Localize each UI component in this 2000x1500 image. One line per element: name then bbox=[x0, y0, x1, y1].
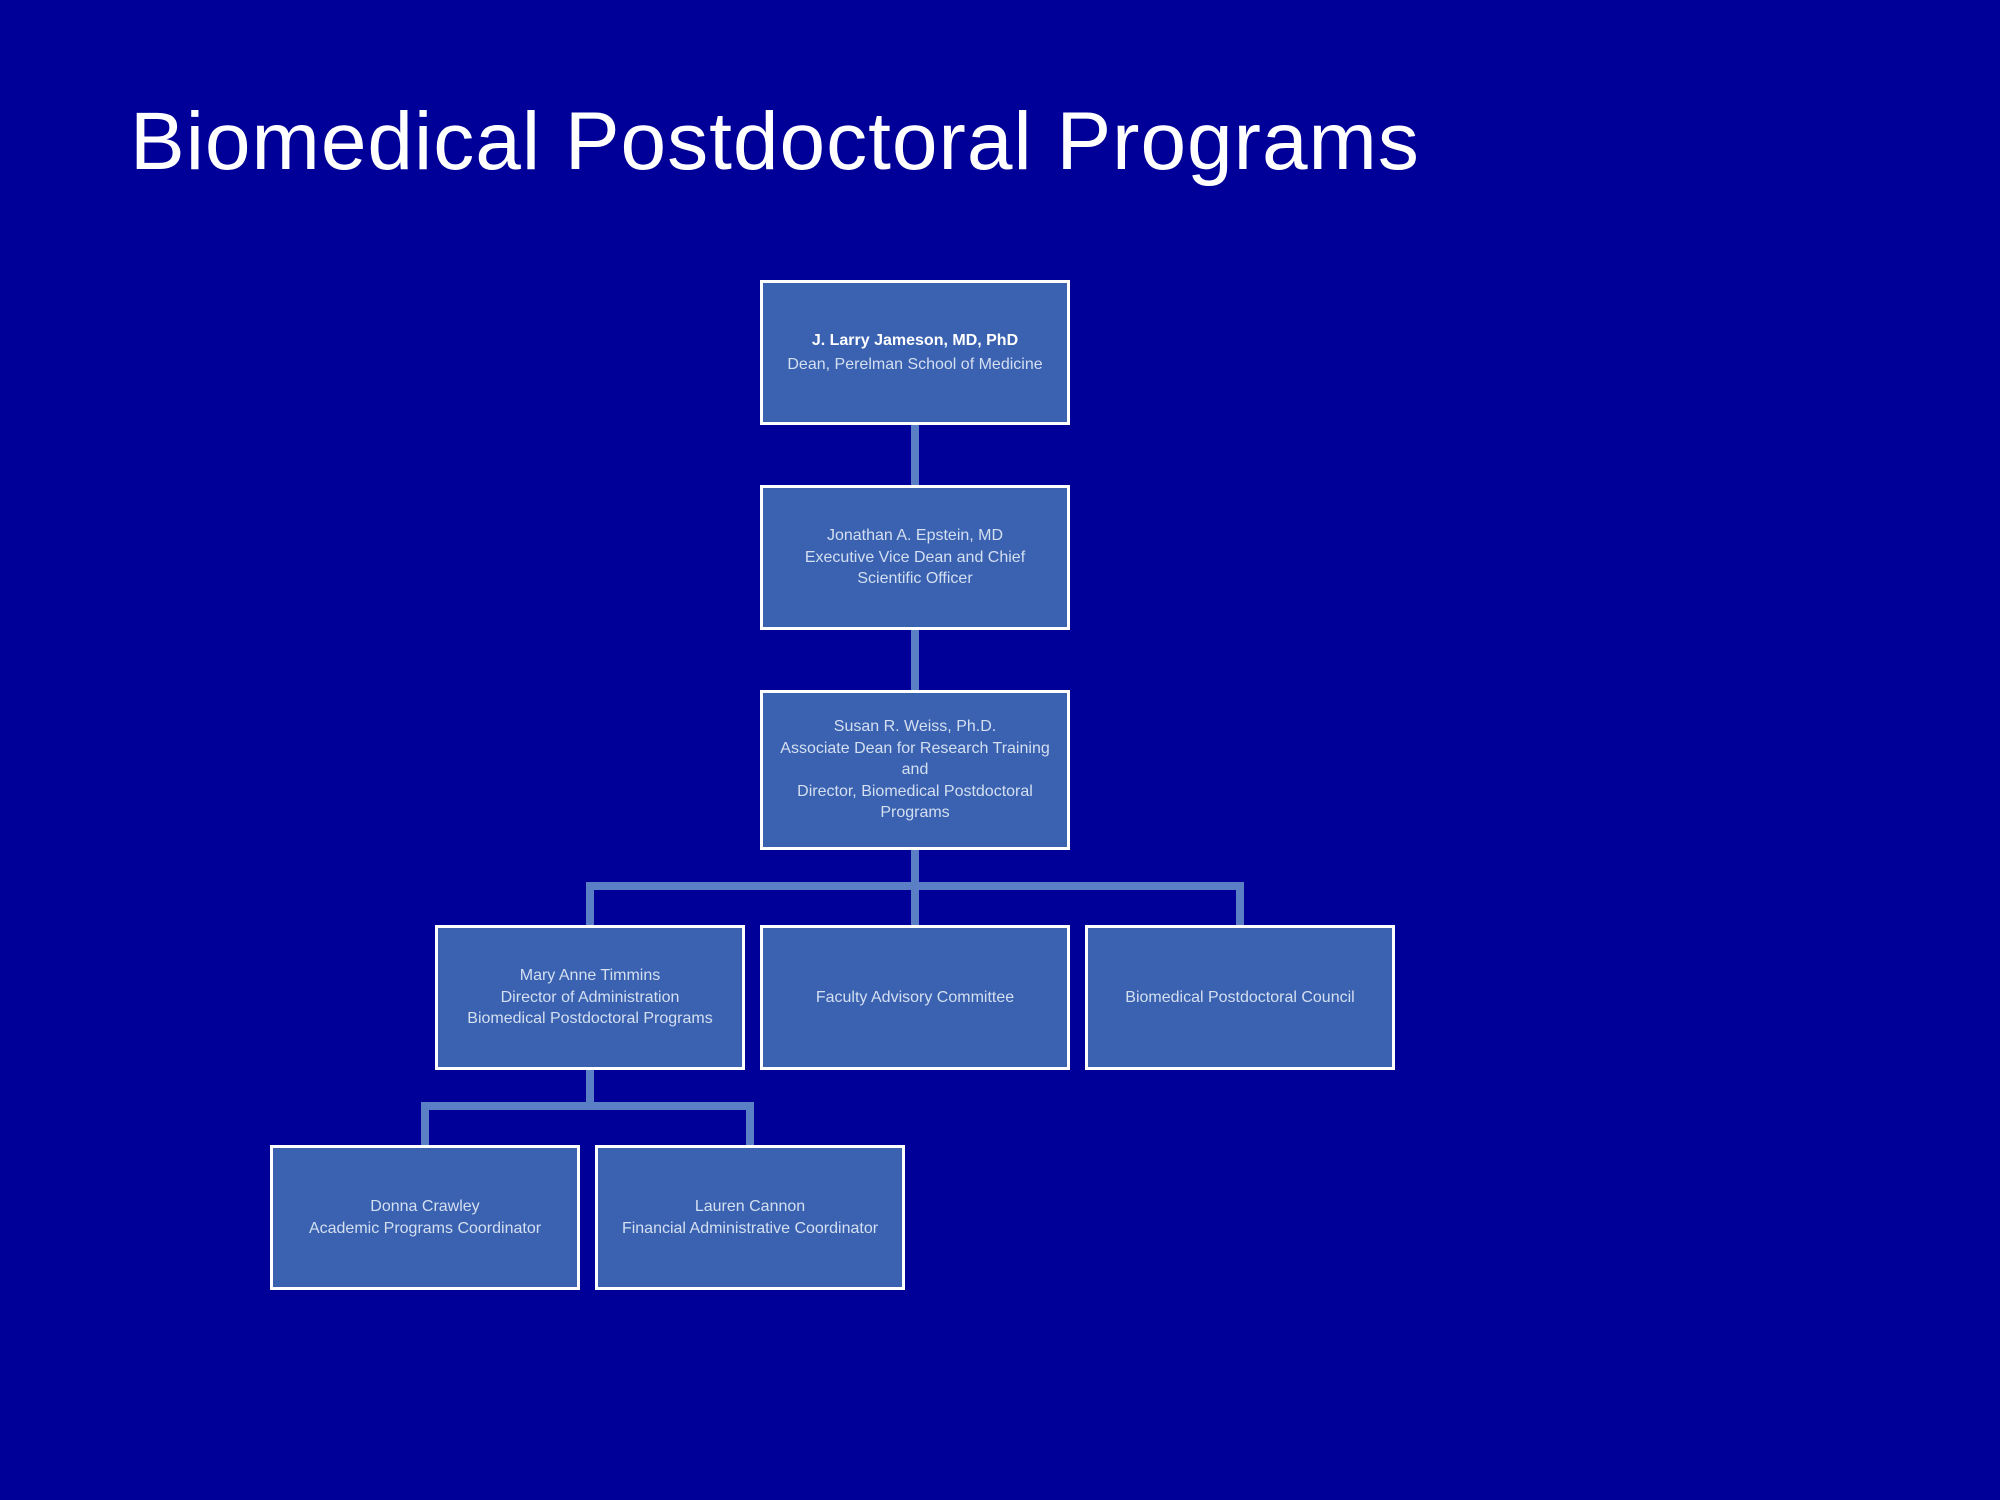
connector bbox=[1236, 882, 1244, 925]
connector bbox=[746, 1102, 754, 1145]
connector bbox=[911, 882, 919, 925]
node-evd: Jonathan A. Epstein, MD Executive Vice D… bbox=[760, 485, 1070, 630]
node-role: Academic Programs Coordinator bbox=[309, 1218, 541, 1240]
node-role: and bbox=[902, 759, 929, 781]
node-role: Dean, Perelman School of Medicine bbox=[787, 354, 1042, 376]
page-title: Biomedical Postdoctoral Programs bbox=[130, 95, 1420, 189]
connector bbox=[421, 1102, 429, 1145]
node-name: Susan R. Weiss, Ph.D. bbox=[834, 716, 996, 738]
node-name: Lauren Cannon bbox=[695, 1196, 805, 1218]
connector bbox=[421, 1102, 754, 1110]
node-role: Director, Biomedical Postdoctoral Progra… bbox=[771, 781, 1059, 824]
node-faculty-advisory: Faculty Advisory Committee bbox=[760, 925, 1070, 1070]
node-name: Mary Anne Timmins bbox=[520, 965, 660, 987]
node-assoc-dean: Susan R. Weiss, Ph.D. Associate Dean for… bbox=[760, 690, 1070, 850]
node-name: Jonathan A. Epstein, MD bbox=[827, 525, 1003, 547]
node-role: Director of Administration bbox=[501, 987, 680, 1009]
node-dean: J. Larry Jameson, MD, PhD Dean, Perelman… bbox=[760, 280, 1070, 425]
node-admin-dir: Mary Anne Timmins Director of Administra… bbox=[435, 925, 745, 1070]
node-role: Executive Vice Dean and Chief Scientific… bbox=[771, 547, 1059, 590]
node-council: Biomedical Postdoctoral Council bbox=[1085, 925, 1395, 1070]
node-label: Biomedical Postdoctoral Council bbox=[1125, 987, 1354, 1009]
org-chart: J. Larry Jameson, MD, PhD Dean, Perelman… bbox=[0, 280, 2000, 1380]
node-coord1: Donna Crawley Academic Programs Coordina… bbox=[270, 1145, 580, 1290]
node-coord2: Lauren Cannon Financial Administrative C… bbox=[595, 1145, 905, 1290]
node-label: Faculty Advisory Committee bbox=[816, 987, 1014, 1009]
node-name: Donna Crawley bbox=[370, 1196, 479, 1218]
node-role: Associate Dean for Research Training bbox=[780, 738, 1049, 760]
node-role: Biomedical Postdoctoral Programs bbox=[467, 1008, 712, 1030]
connector bbox=[911, 630, 919, 690]
node-role: Financial Administrative Coordinator bbox=[622, 1218, 878, 1240]
connector bbox=[911, 425, 919, 485]
connector bbox=[586, 882, 594, 925]
node-name: J. Larry Jameson, MD, PhD bbox=[812, 330, 1018, 352]
